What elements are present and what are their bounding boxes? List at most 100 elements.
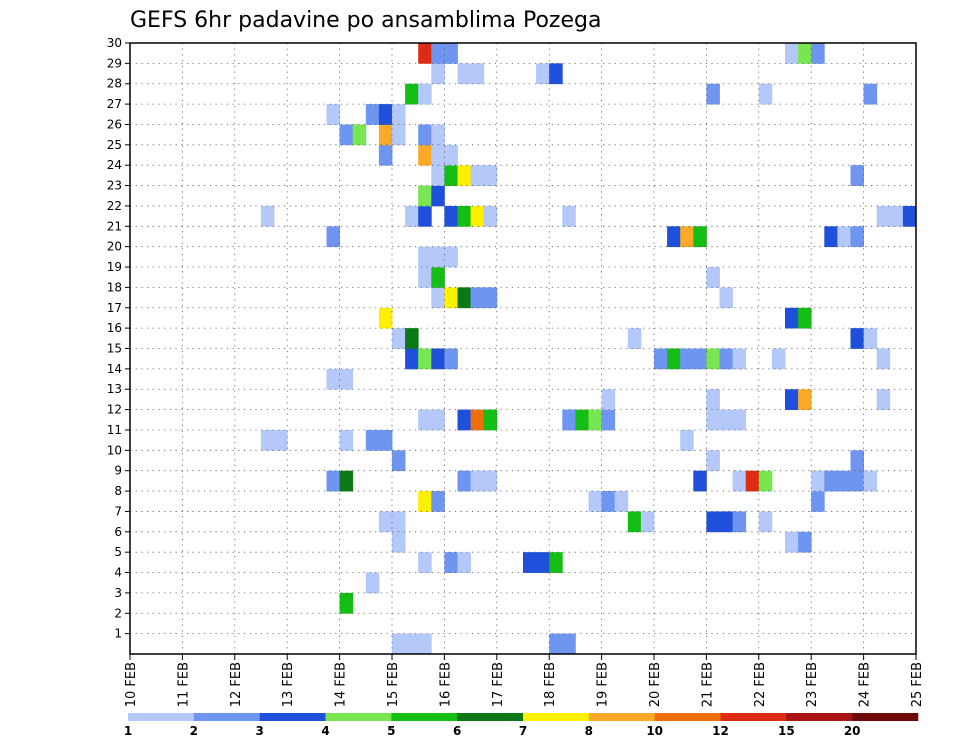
heatmap-cell [378, 429, 393, 451]
heatmap-cell [798, 531, 812, 553]
heatmap-cell [706, 511, 720, 533]
colorbar-label: 6 [453, 724, 461, 738]
x-tick-label: 19 FEB [596, 662, 611, 707]
y-tick-label: 20 [107, 240, 122, 254]
heatmap-cell [470, 165, 485, 186]
heatmap-cell [549, 633, 563, 655]
heatmap-cell [418, 185, 432, 207]
y-tick-label: 16 [107, 321, 122, 335]
heatmap-cell [536, 552, 550, 573]
heatmap-cell [444, 43, 458, 64]
heatmap-cell [431, 124, 445, 146]
heatmap-cell [431, 491, 445, 512]
heatmap-cell [837, 226, 851, 248]
heatmap-cell [706, 389, 720, 410]
heatmap-cell [418, 83, 432, 105]
heatmap-cell [470, 409, 485, 431]
y-tick-label: 17 [107, 301, 122, 315]
heatmap-cell [405, 348, 419, 370]
x-axis: 10 FEB 11 FEB 12 FEB 13 FEB 14 FEB 15 FEB 16 F… [124, 654, 925, 707]
heatmap-cell [431, 43, 445, 64]
y-tick-label: 21 [107, 219, 122, 233]
colorbar-label: 5 [387, 724, 395, 738]
heatmap-cell [326, 104, 340, 125]
heatmap-cell [732, 348, 747, 370]
heatmap-cell [444, 205, 458, 227]
y-tick-label: 24 [107, 158, 122, 172]
heatmap-cell [339, 470, 354, 492]
heatmap-cell [405, 205, 419, 227]
colorbar-swatch [193, 713, 260, 721]
colorbar: 1 2 3 4 5 6 7 8 10 12 15 20 [124, 713, 919, 738]
heatmap-cell [457, 470, 471, 492]
y-axis: 1234567891011121314151617181920212223242… [107, 36, 130, 641]
heatmap-cell [850, 226, 864, 248]
colorbar-swatch [588, 713, 655, 721]
heatmap-cell [339, 124, 354, 146]
heatmap-cell [706, 267, 720, 288]
heatmap-cell [418, 633, 432, 655]
heatmap-cell [562, 409, 576, 431]
heatmap-cell [431, 348, 445, 370]
colorbar-swatch [654, 713, 721, 721]
heatmap-cell [418, 409, 432, 431]
colorbar-label: 4 [321, 724, 329, 738]
heatmap-cell [378, 144, 393, 166]
heatmap-cell [785, 43, 799, 64]
heatmap-cell [418, 205, 432, 227]
heatmap-cell [339, 429, 354, 451]
colorbar-label: 1 [124, 724, 132, 738]
heatmap-cell [667, 226, 681, 248]
heatmap-cell [483, 165, 498, 186]
heatmap-cell [483, 205, 498, 227]
heatmap-cell [523, 552, 537, 573]
heatmap-cell [706, 83, 720, 105]
heatmap-cell [824, 226, 838, 248]
heatmap-cell [706, 450, 720, 472]
heatmap-cell [431, 246, 445, 268]
heatmap-cell [470, 205, 485, 227]
heatmap-cell [876, 205, 891, 227]
colorbar-label: 12 [712, 724, 729, 738]
heatmap-cell [654, 348, 668, 370]
heatmap-cell [785, 307, 799, 329]
heatmap-cell [693, 470, 707, 492]
heatmap-cell [719, 409, 733, 431]
heatmap-cell [680, 429, 694, 451]
y-tick-label: 22 [107, 199, 122, 213]
heatmap-cell [863, 83, 878, 105]
x-tick-label: 20 FEB [648, 662, 663, 707]
x-tick-label: 10 FEB [124, 662, 139, 707]
y-tick-label: 1 [114, 627, 122, 641]
heatmap-cell [889, 205, 904, 227]
heatmap-cell [418, 43, 432, 64]
heatmap-cell [680, 226, 694, 248]
heatmap-cell [405, 328, 419, 349]
heatmap-cell [614, 491, 629, 512]
heatmap-cell [850, 470, 864, 492]
x-tick-label: 15 FEB [386, 662, 401, 707]
heatmap-cell [431, 287, 445, 309]
heatmap-cell [811, 491, 825, 512]
heatmap-cell [444, 552, 458, 573]
heatmap-cells [261, 43, 917, 655]
heatmap-cell [850, 328, 864, 349]
colorbar-swatch [852, 713, 919, 721]
colorbar-swatch [720, 713, 787, 721]
heatmap-cell [732, 470, 747, 492]
colorbar-label: 20 [844, 724, 861, 738]
heatmap-cell [758, 470, 773, 492]
heatmap-cell [837, 470, 851, 492]
colorbar-label: 3 [255, 724, 263, 738]
heatmap-cell [536, 63, 550, 85]
x-tick-label: 16 FEB [438, 662, 453, 707]
heatmap-cell [457, 287, 471, 309]
y-tick-label: 9 [114, 464, 122, 478]
y-tick-label: 13 [107, 382, 122, 396]
heatmap-cell [392, 450, 406, 472]
heatmap-cell [444, 246, 458, 268]
heatmap-cell [274, 429, 288, 451]
heatmap-cell [706, 348, 720, 370]
heatmap-cell [588, 409, 602, 431]
heatmap-cell [732, 409, 747, 431]
